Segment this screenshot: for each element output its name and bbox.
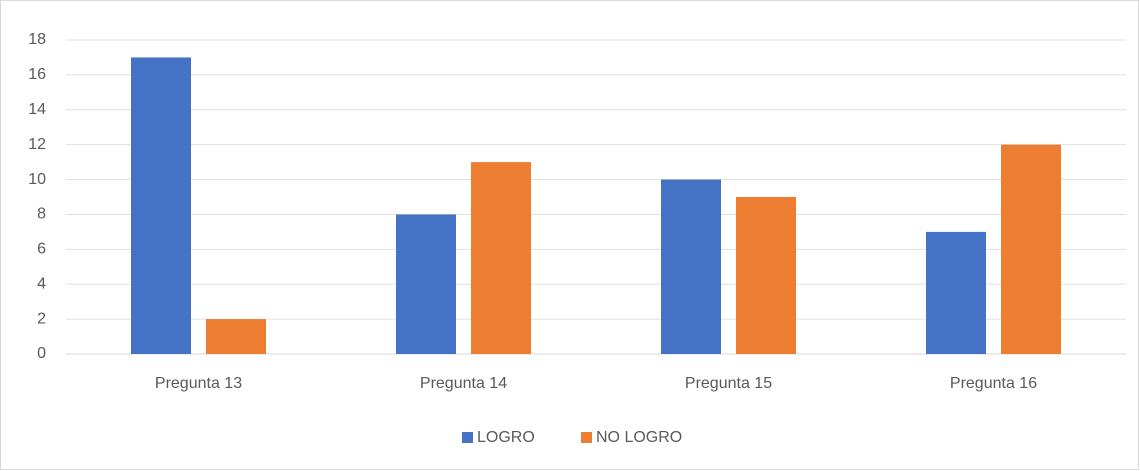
bar bbox=[926, 231, 986, 354]
y-tick-label: 0 bbox=[37, 345, 46, 362]
y-tick-label: 2 bbox=[37, 310, 46, 327]
y-tick-label: 6 bbox=[37, 241, 46, 258]
y-tick-label: 10 bbox=[28, 171, 46, 188]
bar bbox=[131, 57, 191, 354]
y-tick-label: 12 bbox=[28, 136, 46, 153]
x-tick-label: Pregunta 14 bbox=[420, 375, 507, 392]
bar bbox=[1001, 144, 1061, 354]
legend-swatch bbox=[581, 432, 592, 443]
legend-swatch bbox=[462, 432, 473, 443]
x-tick-label: Pregunta 13 bbox=[155, 375, 242, 392]
x-tick-label: Pregunta 15 bbox=[685, 375, 772, 392]
y-tick-label: 16 bbox=[28, 66, 46, 83]
y-tick-label: 18 bbox=[28, 31, 46, 48]
bar bbox=[471, 162, 531, 354]
legend-label: NO LOGRO bbox=[596, 429, 682, 446]
bar bbox=[661, 179, 721, 354]
legend-label: LOGRO bbox=[477, 429, 535, 446]
y-tick-label: 4 bbox=[37, 275, 46, 292]
bar bbox=[736, 197, 796, 354]
y-tick-label: 14 bbox=[28, 101, 46, 118]
x-tick-label: Pregunta 16 bbox=[950, 375, 1037, 392]
bar bbox=[396, 214, 456, 354]
y-tick-label: 8 bbox=[37, 206, 46, 223]
bar bbox=[206, 319, 266, 354]
